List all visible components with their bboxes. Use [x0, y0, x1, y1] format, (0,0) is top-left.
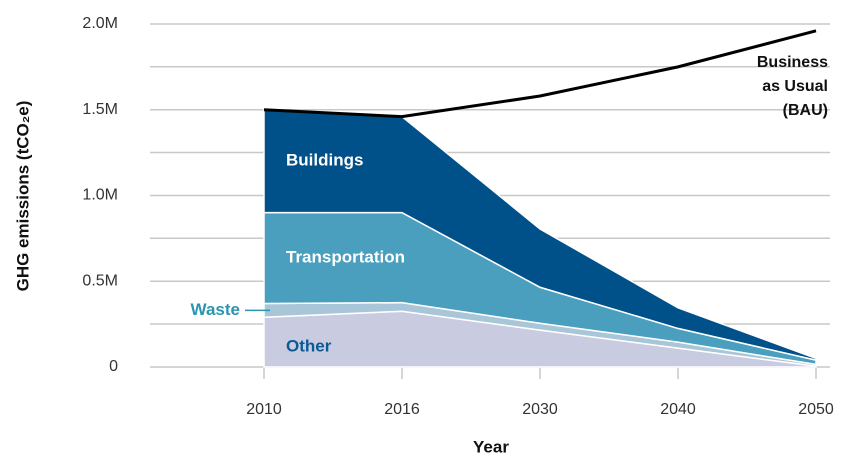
y-tick-label: 2.0M — [82, 15, 118, 32]
legend-label: Buildings — [286, 151, 363, 170]
baseline-label: as Usual — [762, 78, 828, 95]
baseline-line — [263, 29, 817, 119]
y-tick-label: 1.0M — [82, 187, 118, 204]
x-tick-label: 2030 — [522, 401, 558, 418]
x-tick-label: 2040 — [660, 401, 696, 418]
x-tick-label: 2050 — [798, 401, 834, 418]
area — [263, 108, 817, 362]
x-tick-label: 2010 — [246, 401, 282, 418]
y-tick-label: 0.5M — [82, 272, 118, 289]
legend-label: Waste — [191, 300, 240, 319]
x-axis-label: Year — [473, 437, 509, 456]
y-axis-label: GHG emissions (tCO₂e) — [13, 101, 32, 292]
baseline-label: Business — [757, 54, 828, 71]
y-tick-label: 1.5M — [82, 101, 118, 118]
baseline-label: (BAU) — [783, 102, 828, 119]
y-tick-label: 0 — [109, 358, 118, 375]
legend-label: Other — [286, 337, 332, 356]
legend-label: Transportation — [286, 248, 405, 267]
x-tick-label: 2016 — [384, 401, 420, 418]
